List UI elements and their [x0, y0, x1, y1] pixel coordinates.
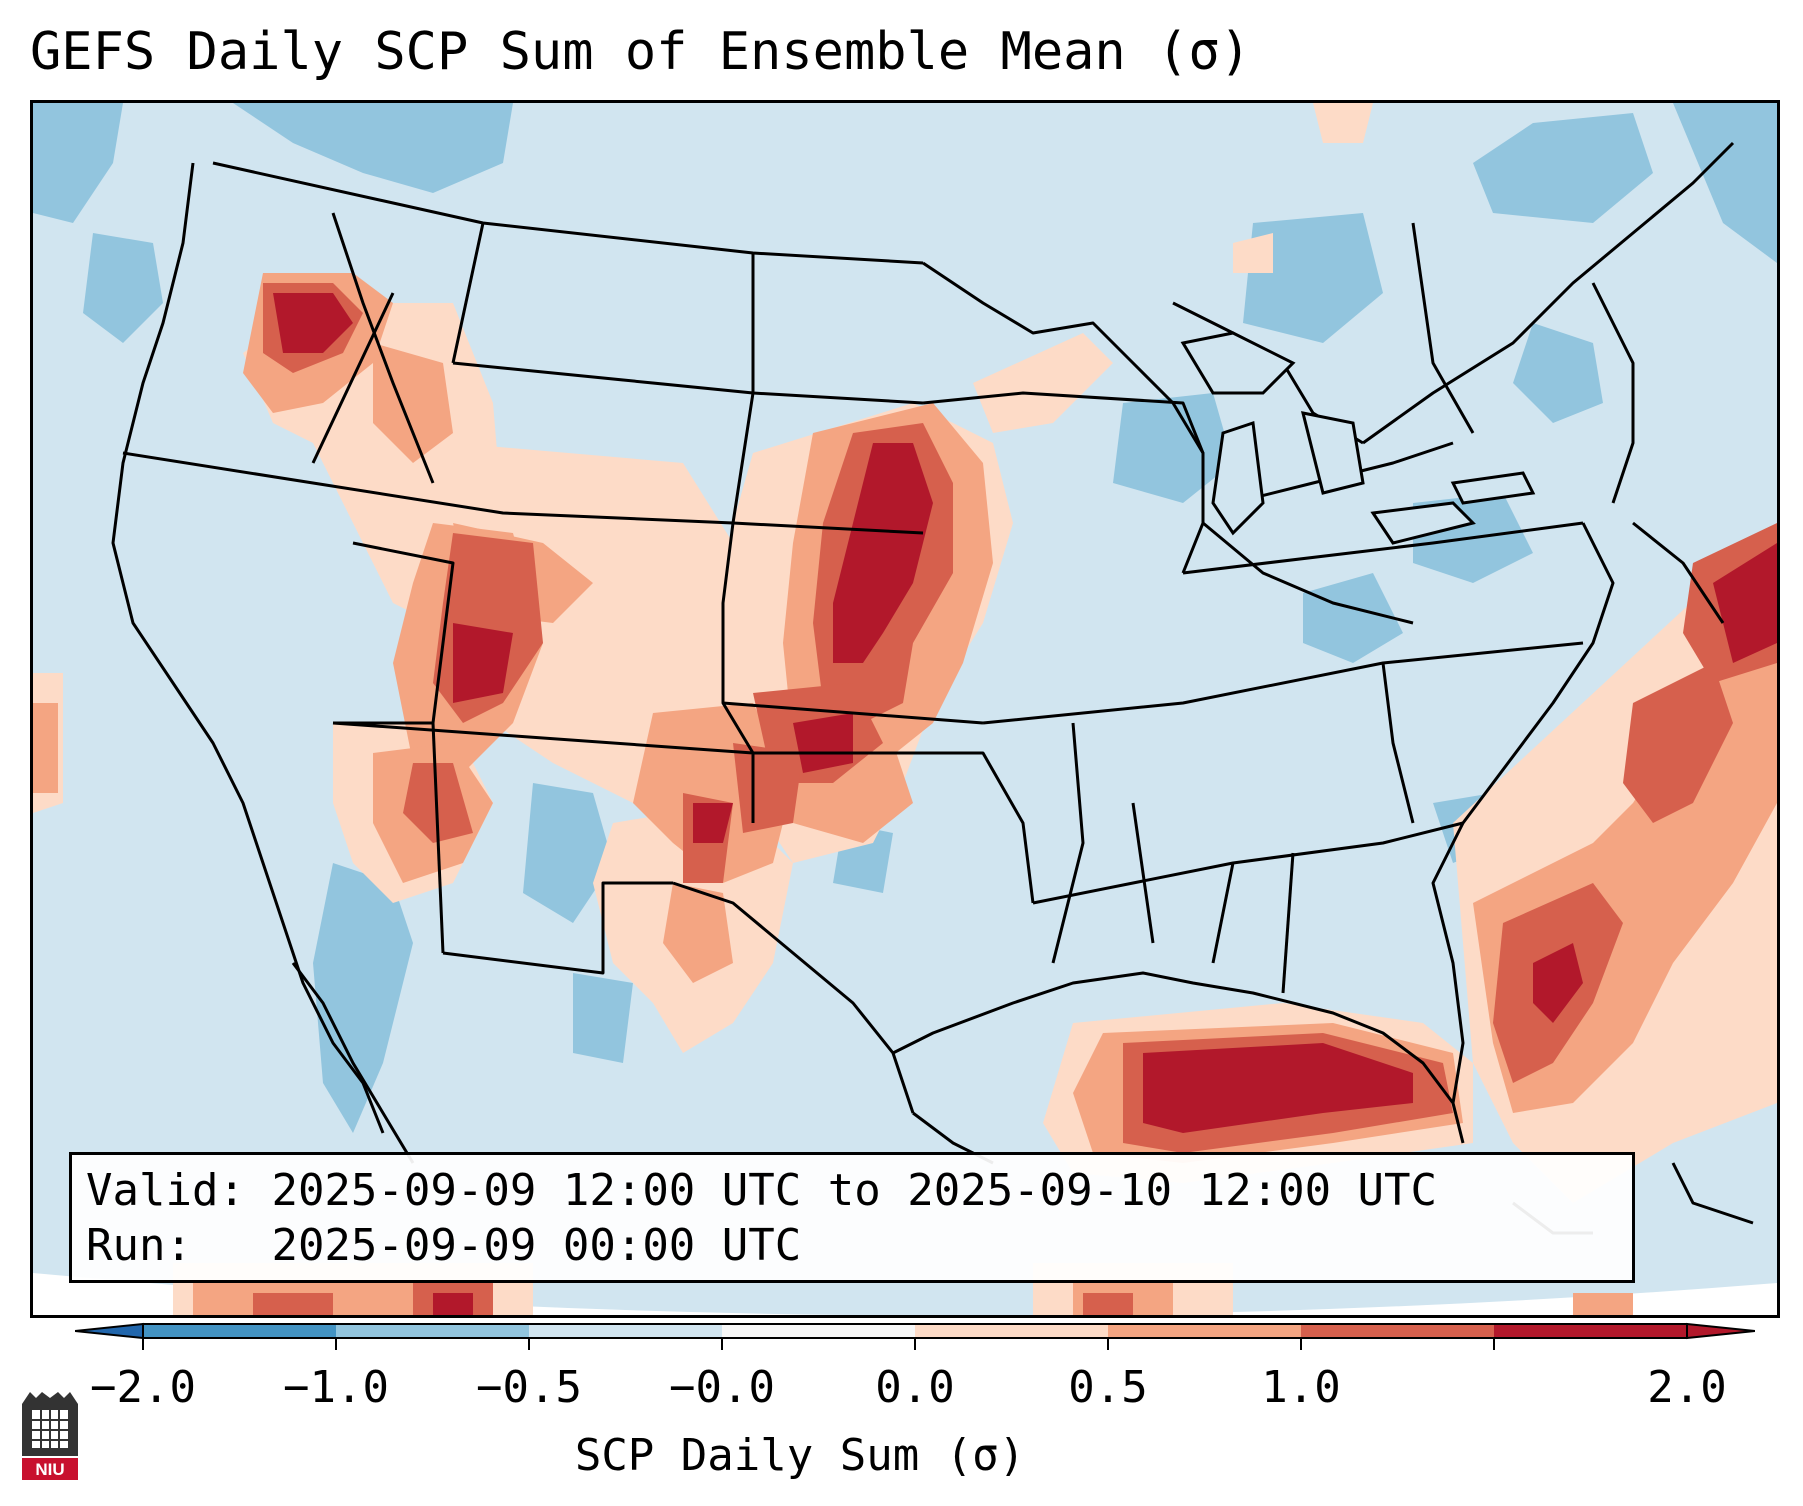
- map-panel: Valid: 2025-09-09 12:00 UTC to 2025-09-1…: [30, 100, 1780, 1318]
- valid-line: Valid: 2025-09-09 12:00 UTC to 2025-09-1…: [86, 1163, 1618, 1218]
- scp-map: [33, 103, 1777, 1315]
- colorbar-tick-label: 1.0: [1261, 1362, 1341, 1413]
- colorbar-tick-label: 2.0: [1647, 1362, 1727, 1413]
- colorbar-segment: [143, 1324, 337, 1338]
- run-line: Run: 2025-09-09 00:00 UTC: [86, 1218, 1618, 1273]
- coastlines-and-borders: [111, 141, 1754, 1235]
- niu-logo: NIU: [22, 1392, 78, 1480]
- colorbar-tick-label: −0.5: [476, 1362, 582, 1413]
- colorbar-segment: [336, 1324, 530, 1338]
- run-label: Run:: [86, 1220, 245, 1271]
- colorbar-tick-label: −2.0: [90, 1362, 196, 1413]
- colorbar-label: SCP Daily Sum (σ): [574, 1430, 1026, 1481]
- great-lakes: [1180, 331, 1536, 545]
- colorbar-tick-label: 0.0: [875, 1362, 955, 1413]
- colorbar-segment: [915, 1324, 1109, 1338]
- colorbar-segment: [529, 1324, 723, 1338]
- valid-run-info-box: Valid: 2025-09-09 12:00 UTC to 2025-09-1…: [69, 1152, 1635, 1283]
- niu-logo-text: NIU: [35, 1460, 64, 1479]
- colorbar-segment: [1301, 1324, 1495, 1338]
- colorbar-segment: [1494, 1324, 1688, 1338]
- valid-label: Valid:: [86, 1165, 245, 1216]
- positive-anomaly-extreme: [273, 293, 1777, 1315]
- colorbar-segment: [1108, 1324, 1302, 1338]
- colorbar-tick-label: 0.5: [1068, 1362, 1148, 1413]
- colorbar-tick-label: −0.0: [669, 1362, 775, 1413]
- colorbar-tick-label: −1.0: [283, 1362, 389, 1413]
- valid-value: 2025-09-09 12:00 UTC to 2025-09-10 12:00…: [271, 1165, 1438, 1216]
- run-value: 2025-09-09 00:00 UTC: [271, 1220, 802, 1271]
- colorbar-extend-low: [75, 1322, 144, 1340]
- niu-logo-band: [22, 1458, 78, 1480]
- colorbar: [75, 1322, 1755, 1350]
- map-title: GEFS Daily SCP Sum of Ensemble Mean (σ): [30, 22, 1251, 82]
- colorbar-segment: [722, 1324, 916, 1338]
- colorbar-extend-high: [1686, 1322, 1755, 1340]
